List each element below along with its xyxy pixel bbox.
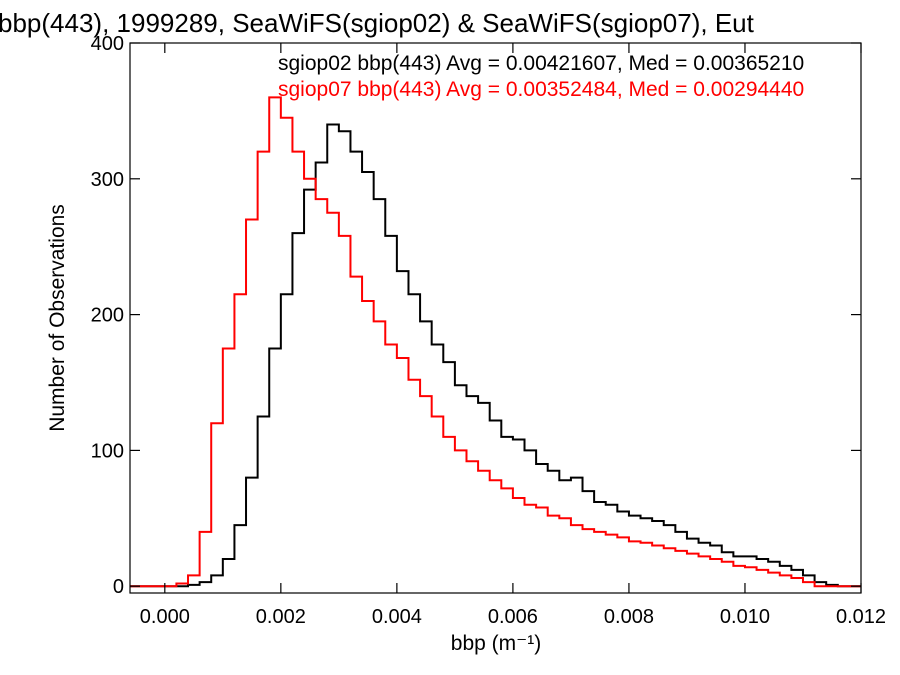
x-tick-label: 0.010 bbox=[720, 606, 770, 628]
plot-frame bbox=[129, 42, 862, 594]
x-tick-label: 0.012 bbox=[836, 606, 886, 628]
x-tick-label: 0.000 bbox=[140, 606, 190, 628]
series-layer bbox=[130, 96, 861, 588]
y-axis-label: Number of Observations bbox=[46, 204, 69, 432]
legend: sgiop02 bbp(443) Avg = 0.00421607, Med =… bbox=[278, 52, 804, 101]
series-line-sgiop07 bbox=[130, 96, 861, 588]
y-tick-label: 100 bbox=[91, 440, 124, 462]
y-tick-label: 200 bbox=[91, 305, 124, 327]
legend-entry-sgiop07: sgiop07 bbp(443) Avg = 0.00352484, Med =… bbox=[278, 78, 804, 101]
x-tick-label: 0.002 bbox=[256, 606, 306, 628]
x-axis-label: bbp (m⁻¹) bbox=[451, 632, 541, 655]
series-line-sgiop02 bbox=[130, 123, 861, 588]
y-tick-label: 400 bbox=[91, 33, 124, 55]
y-tick-label: 0 bbox=[113, 576, 124, 598]
y-axis: 0 100 200 300 400 bbox=[91, 33, 861, 598]
y-tick-label: 300 bbox=[91, 169, 124, 191]
x-axis: 0.000 0.002 0.004 0.006 0.008 0.010 0.012 bbox=[140, 43, 886, 628]
plot-area bbox=[129, 42, 862, 594]
x-tick-label: 0.004 bbox=[372, 606, 422, 628]
chart-title: bbp(443), 1999289, SeaWiFS(sgiop02) & Se… bbox=[0, 8, 755, 38]
legend-entry-sgiop02: sgiop02 bbp(443) Avg = 0.00421607, Med =… bbox=[278, 52, 804, 75]
x-tick-label: 0.006 bbox=[488, 606, 538, 628]
x-tick-label: 0.008 bbox=[604, 606, 654, 628]
